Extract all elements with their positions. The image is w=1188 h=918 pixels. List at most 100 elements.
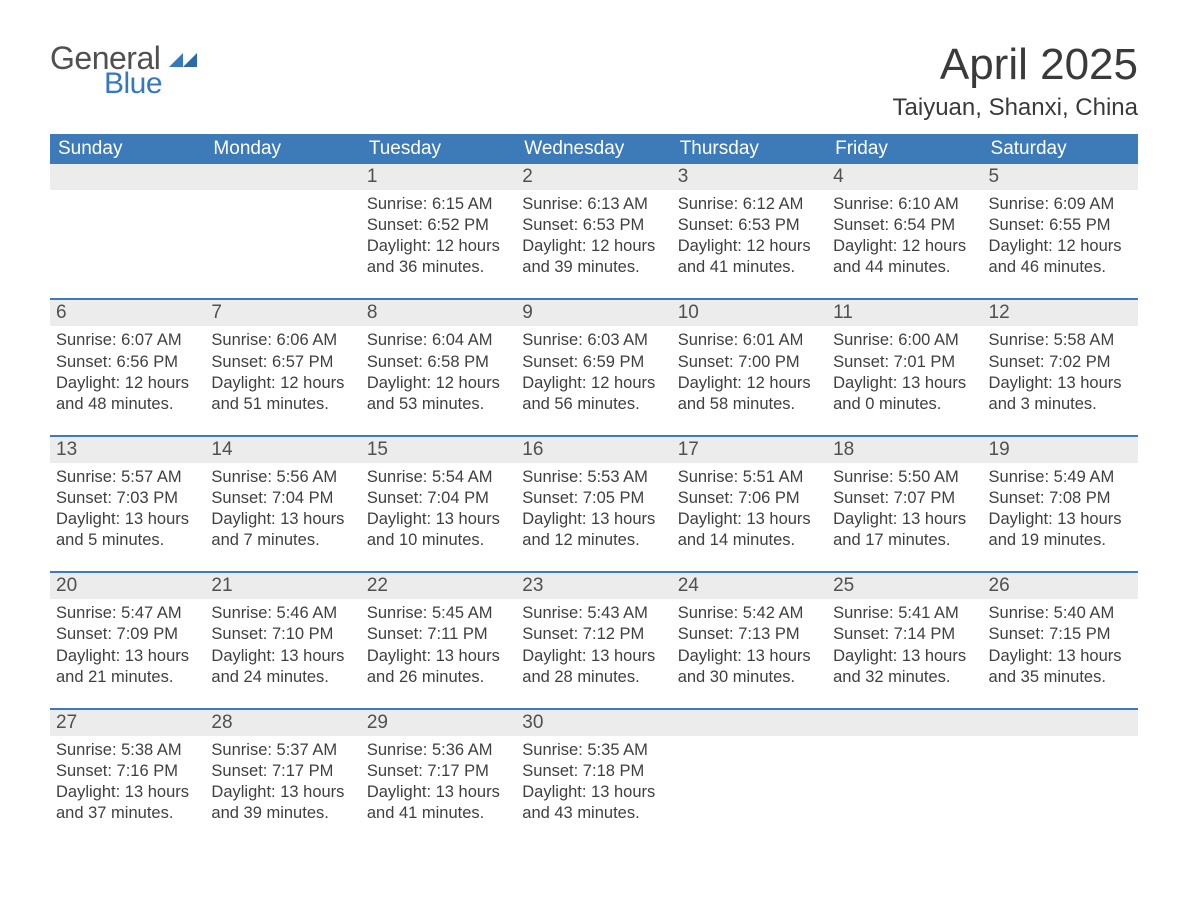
daylight-line: Daylight: 13 hours and 24 minutes. xyxy=(211,646,354,688)
day-details: Sunrise: 5:54 AMSunset: 7:04 PMDaylight:… xyxy=(361,463,516,559)
weekday-header-row: SundayMondayTuesdayWednesdayThursdayFrid… xyxy=(50,134,1138,164)
sunset-line: Sunset: 7:16 PM xyxy=(56,761,199,782)
sunrise-line: Sunrise: 6:09 AM xyxy=(989,194,1132,215)
day-number: 25 xyxy=(827,573,982,599)
day-cell: 24Sunrise: 5:42 AMSunset: 7:13 PMDayligh… xyxy=(672,573,827,695)
day-number: 14 xyxy=(205,437,360,463)
sunrise-line: Sunrise: 5:47 AM xyxy=(56,603,199,624)
day-cell: 29Sunrise: 5:36 AMSunset: 7:17 PMDayligh… xyxy=(361,710,516,832)
day-cell: 30Sunrise: 5:35 AMSunset: 7:18 PMDayligh… xyxy=(516,710,671,832)
daylight-line: Daylight: 12 hours and 41 minutes. xyxy=(678,236,821,278)
day-details: Sunrise: 6:13 AMSunset: 6:53 PMDaylight:… xyxy=(516,190,671,286)
sunrise-line: Sunrise: 6:13 AM xyxy=(522,194,665,215)
day-number xyxy=(205,164,360,190)
week-row: 20Sunrise: 5:47 AMSunset: 7:09 PMDayligh… xyxy=(50,571,1138,695)
day-details: Sunrise: 6:07 AMSunset: 6:56 PMDaylight:… xyxy=(50,326,205,422)
day-number: 24 xyxy=(672,573,827,599)
sunset-line: Sunset: 7:05 PM xyxy=(522,488,665,509)
daylight-line: Daylight: 12 hours and 48 minutes. xyxy=(56,373,199,415)
daylight-line: Daylight: 12 hours and 58 minutes. xyxy=(678,373,821,415)
sunset-line: Sunset: 7:15 PM xyxy=(989,624,1132,645)
day-details: Sunrise: 5:35 AMSunset: 7:18 PMDaylight:… xyxy=(516,736,671,832)
sunset-line: Sunset: 7:14 PM xyxy=(833,624,976,645)
day-details: Sunrise: 5:45 AMSunset: 7:11 PMDaylight:… xyxy=(361,599,516,695)
sunrise-line: Sunrise: 6:04 AM xyxy=(367,330,510,351)
day-details: Sunrise: 6:04 AMSunset: 6:58 PMDaylight:… xyxy=(361,326,516,422)
daylight-line: Daylight: 13 hours and 14 minutes. xyxy=(678,509,821,551)
day-cell: 11Sunrise: 6:00 AMSunset: 7:01 PMDayligh… xyxy=(827,300,982,422)
day-cell: 23Sunrise: 5:43 AMSunset: 7:12 PMDayligh… xyxy=(516,573,671,695)
day-cell: 7Sunrise: 6:06 AMSunset: 6:57 PMDaylight… xyxy=(205,300,360,422)
day-number xyxy=(827,710,982,736)
sunrise-line: Sunrise: 5:37 AM xyxy=(211,740,354,761)
day-cell: 5Sunrise: 6:09 AMSunset: 6:55 PMDaylight… xyxy=(983,164,1138,286)
day-details: Sunrise: 6:01 AMSunset: 7:00 PMDaylight:… xyxy=(672,326,827,422)
day-details: Sunrise: 5:36 AMSunset: 7:17 PMDaylight:… xyxy=(361,736,516,832)
day-number xyxy=(50,164,205,190)
sunset-line: Sunset: 7:11 PM xyxy=(367,624,510,645)
sunrise-line: Sunrise: 5:36 AM xyxy=(367,740,510,761)
daylight-line: Daylight: 12 hours and 36 minutes. xyxy=(367,236,510,278)
sunset-line: Sunset: 7:03 PM xyxy=(56,488,199,509)
day-details: Sunrise: 5:57 AMSunset: 7:03 PMDaylight:… xyxy=(50,463,205,559)
day-details: Sunrise: 6:15 AMSunset: 6:52 PMDaylight:… xyxy=(361,190,516,286)
day-cell: 25Sunrise: 5:41 AMSunset: 7:14 PMDayligh… xyxy=(827,573,982,695)
day-number: 2 xyxy=(516,164,671,190)
logo: General Blue xyxy=(50,40,197,101)
day-cell: 1Sunrise: 6:15 AMSunset: 6:52 PMDaylight… xyxy=(361,164,516,286)
day-number: 30 xyxy=(516,710,671,736)
sunset-line: Sunset: 6:59 PM xyxy=(522,352,665,373)
week-row: 1Sunrise: 6:15 AMSunset: 6:52 PMDaylight… xyxy=(50,164,1138,286)
day-details: Sunrise: 6:06 AMSunset: 6:57 PMDaylight:… xyxy=(205,326,360,422)
day-details: Sunrise: 5:56 AMSunset: 7:04 PMDaylight:… xyxy=(205,463,360,559)
day-number: 17 xyxy=(672,437,827,463)
sunset-line: Sunset: 7:12 PM xyxy=(522,624,665,645)
daylight-line: Daylight: 13 hours and 3 minutes. xyxy=(989,373,1132,415)
day-number: 9 xyxy=(516,300,671,326)
week-row: 6Sunrise: 6:07 AMSunset: 6:56 PMDaylight… xyxy=(50,298,1138,422)
sunset-line: Sunset: 7:04 PM xyxy=(211,488,354,509)
day-number: 18 xyxy=(827,437,982,463)
sunset-line: Sunset: 7:01 PM xyxy=(833,352,976,373)
daylight-line: Daylight: 12 hours and 44 minutes. xyxy=(833,236,976,278)
day-number: 20 xyxy=(50,573,205,599)
daylight-line: Daylight: 13 hours and 12 minutes. xyxy=(522,509,665,551)
day-number: 19 xyxy=(983,437,1138,463)
day-cell xyxy=(983,710,1138,832)
day-details: Sunrise: 5:42 AMSunset: 7:13 PMDaylight:… xyxy=(672,599,827,695)
day-cell: 12Sunrise: 5:58 AMSunset: 7:02 PMDayligh… xyxy=(983,300,1138,422)
daylight-line: Daylight: 13 hours and 10 minutes. xyxy=(367,509,510,551)
sunset-line: Sunset: 7:00 PM xyxy=(678,352,821,373)
sunrise-line: Sunrise: 6:00 AM xyxy=(833,330,976,351)
sunset-line: Sunset: 7:09 PM xyxy=(56,624,199,645)
sunrise-line: Sunrise: 5:40 AM xyxy=(989,603,1132,624)
sunset-line: Sunset: 6:53 PM xyxy=(678,215,821,236)
sunset-line: Sunset: 6:53 PM xyxy=(522,215,665,236)
day-number: 21 xyxy=(205,573,360,599)
page-header: General Blue April 2025 Taiyuan, Shanxi,… xyxy=(50,40,1138,122)
day-details: Sunrise: 5:41 AMSunset: 7:14 PMDaylight:… xyxy=(827,599,982,695)
day-cell: 8Sunrise: 6:04 AMSunset: 6:58 PMDaylight… xyxy=(361,300,516,422)
sunrise-line: Sunrise: 5:57 AM xyxy=(56,467,199,488)
logo-arrow-icon xyxy=(169,49,197,74)
sunset-line: Sunset: 7:18 PM xyxy=(522,761,665,782)
weekday-header: Sunday xyxy=(50,134,205,164)
month-title: April 2025 xyxy=(893,40,1138,90)
week-row: 13Sunrise: 5:57 AMSunset: 7:03 PMDayligh… xyxy=(50,435,1138,559)
day-details: Sunrise: 5:38 AMSunset: 7:16 PMDaylight:… xyxy=(50,736,205,832)
day-details: Sunrise: 5:50 AMSunset: 7:07 PMDaylight:… xyxy=(827,463,982,559)
daylight-line: Daylight: 12 hours and 56 minutes. xyxy=(522,373,665,415)
day-cell: 13Sunrise: 5:57 AMSunset: 7:03 PMDayligh… xyxy=(50,437,205,559)
day-cell: 19Sunrise: 5:49 AMSunset: 7:08 PMDayligh… xyxy=(983,437,1138,559)
day-details: Sunrise: 5:53 AMSunset: 7:05 PMDaylight:… xyxy=(516,463,671,559)
weekday-header: Thursday xyxy=(672,134,827,164)
title-block: April 2025 Taiyuan, Shanxi, China xyxy=(893,40,1138,122)
daylight-line: Daylight: 13 hours and 37 minutes. xyxy=(56,782,199,824)
day-details: Sunrise: 5:47 AMSunset: 7:09 PMDaylight:… xyxy=(50,599,205,695)
day-details: Sunrise: 5:46 AMSunset: 7:10 PMDaylight:… xyxy=(205,599,360,695)
daylight-line: Daylight: 13 hours and 21 minutes. xyxy=(56,646,199,688)
day-cell: 28Sunrise: 5:37 AMSunset: 7:17 PMDayligh… xyxy=(205,710,360,832)
daylight-line: Daylight: 13 hours and 17 minutes. xyxy=(833,509,976,551)
daylight-line: Daylight: 13 hours and 32 minutes. xyxy=(833,646,976,688)
sunrise-line: Sunrise: 5:51 AM xyxy=(678,467,821,488)
